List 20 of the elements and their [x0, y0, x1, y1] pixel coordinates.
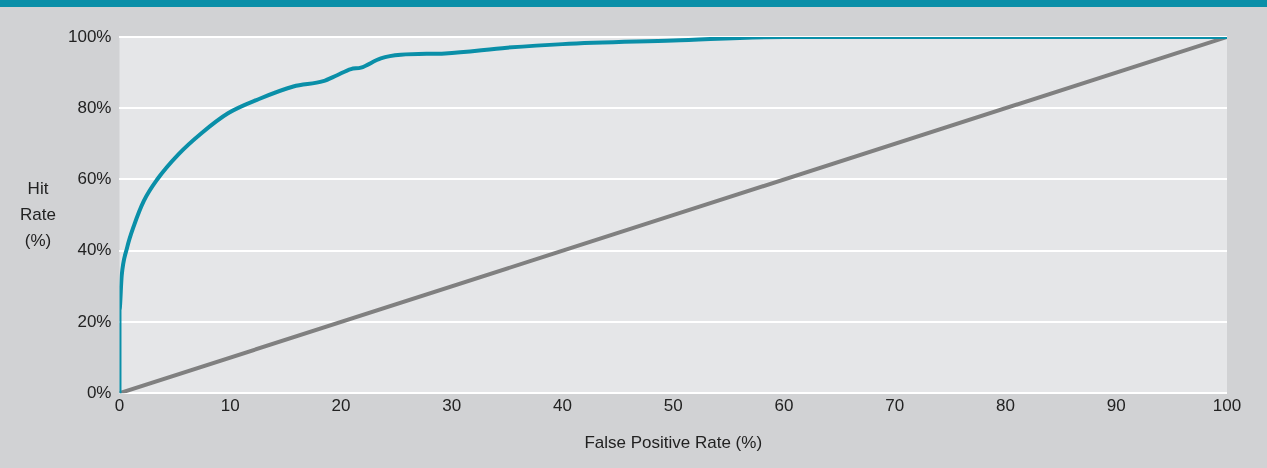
x-tick-label: 70: [885, 396, 905, 416]
x-tick-label: 90: [1106, 396, 1126, 416]
x-tick-label: 50: [663, 396, 683, 416]
line-series: [119, 37, 1227, 394]
x-tick-label: 10: [220, 396, 240, 416]
x-tick-label: 30: [442, 396, 462, 416]
x-axis-title: False Positive Rate (%): [584, 433, 763, 453]
y-tick-label: 40%: [77, 240, 112, 260]
y-tick-label: 80%: [77, 97, 112, 117]
x-tick-label: 60: [774, 396, 794, 416]
x-tick-label: 100: [1212, 396, 1242, 416]
x-tick-label: 0: [114, 396, 125, 416]
x-tick-label: 80: [996, 396, 1015, 416]
y-axis-title: Hit Rate (%): [20, 178, 56, 250]
y-tick-label: 100%: [68, 26, 112, 46]
y-tick-label: 0%: [86, 382, 112, 402]
x-tick-label: 40: [553, 396, 572, 416]
y-tick-label: 20%: [77, 311, 112, 331]
y-tick-label: 60%: [77, 169, 112, 189]
x-tick-label: 20: [331, 396, 351, 416]
